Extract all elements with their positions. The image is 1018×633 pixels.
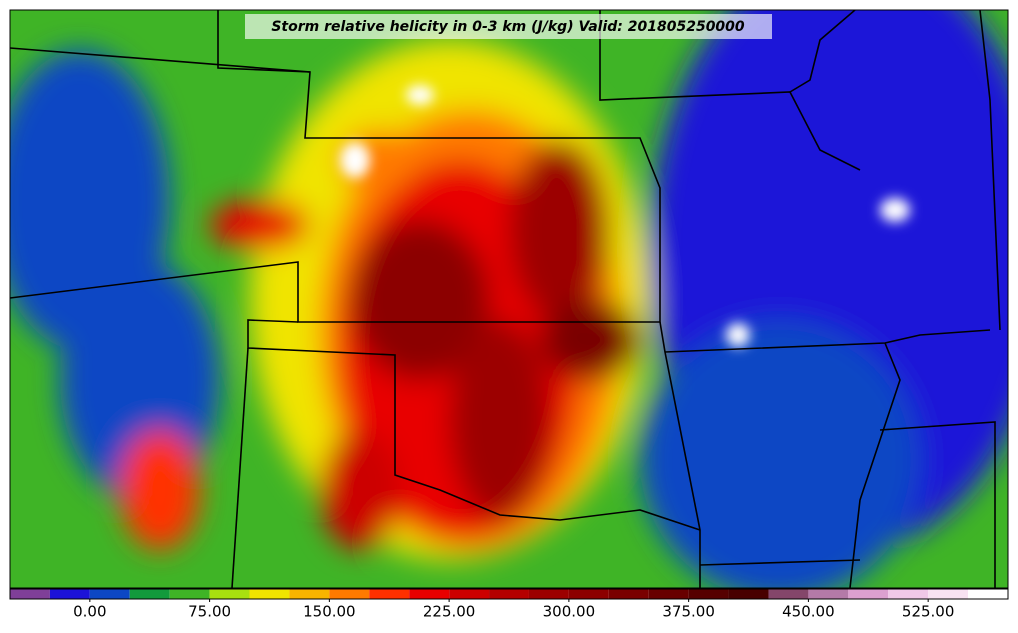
colorbar-segment — [528, 589, 569, 599]
title-box — [245, 14, 772, 39]
colorbar-segment — [329, 589, 370, 599]
colorbar-segment — [568, 589, 609, 599]
colorbar-segment — [249, 589, 290, 599]
colorbar-segment — [968, 589, 1008, 599]
helicity-field — [10, 10, 1008, 588]
map-title: Storm relative helicity in 0-3 km (J/kg)… — [271, 19, 745, 35]
colorbar-segment — [808, 589, 849, 599]
colorbar-segment — [289, 589, 330, 599]
colorbar-segment — [10, 589, 50, 599]
colorbar-tick-label: 375.00 — [662, 603, 715, 621]
colorbar-segment — [928, 589, 969, 599]
colorbar-frame — [9, 588, 1009, 600]
colorbar-segment — [768, 589, 809, 599]
colorbar-tick-label: 150.00 — [303, 603, 356, 621]
colorbar-segment — [209, 589, 250, 599]
colorbar-segment — [129, 589, 170, 599]
colorbar-segment — [888, 589, 929, 599]
map-frame — [9, 9, 1009, 589]
colorbar-segment — [369, 589, 410, 599]
colorbar-segment — [728, 589, 769, 599]
colorbar: 0.00 75.00 150.00 225.00 300.00 375.00 450.00 5… — [9, 588, 1009, 621]
colorbar-segment — [648, 589, 689, 599]
colorbar-segment — [169, 589, 210, 599]
colorbar-tick-label: 225.00 — [423, 603, 476, 621]
colorbar-tick-label: 450.00 — [782, 603, 835, 621]
colorbar-tick-label: 300.00 — [543, 603, 596, 621]
colorbar-tick-label: 525.00 — [902, 603, 955, 621]
colorbar-segment — [688, 589, 729, 599]
colorbar-segment — [608, 589, 649, 599]
colorbar-segment — [848, 589, 889, 599]
colorbar-segment — [409, 589, 450, 599]
colorbar-segment — [489, 589, 529, 599]
colorbar-segment — [89, 589, 130, 599]
colorbar-segment — [49, 589, 90, 599]
colorbar-segment — [449, 589, 490, 599]
colorbar-tick-label: 75.00 — [188, 603, 231, 621]
colorbar-tick-label: 0.00 — [73, 603, 106, 621]
